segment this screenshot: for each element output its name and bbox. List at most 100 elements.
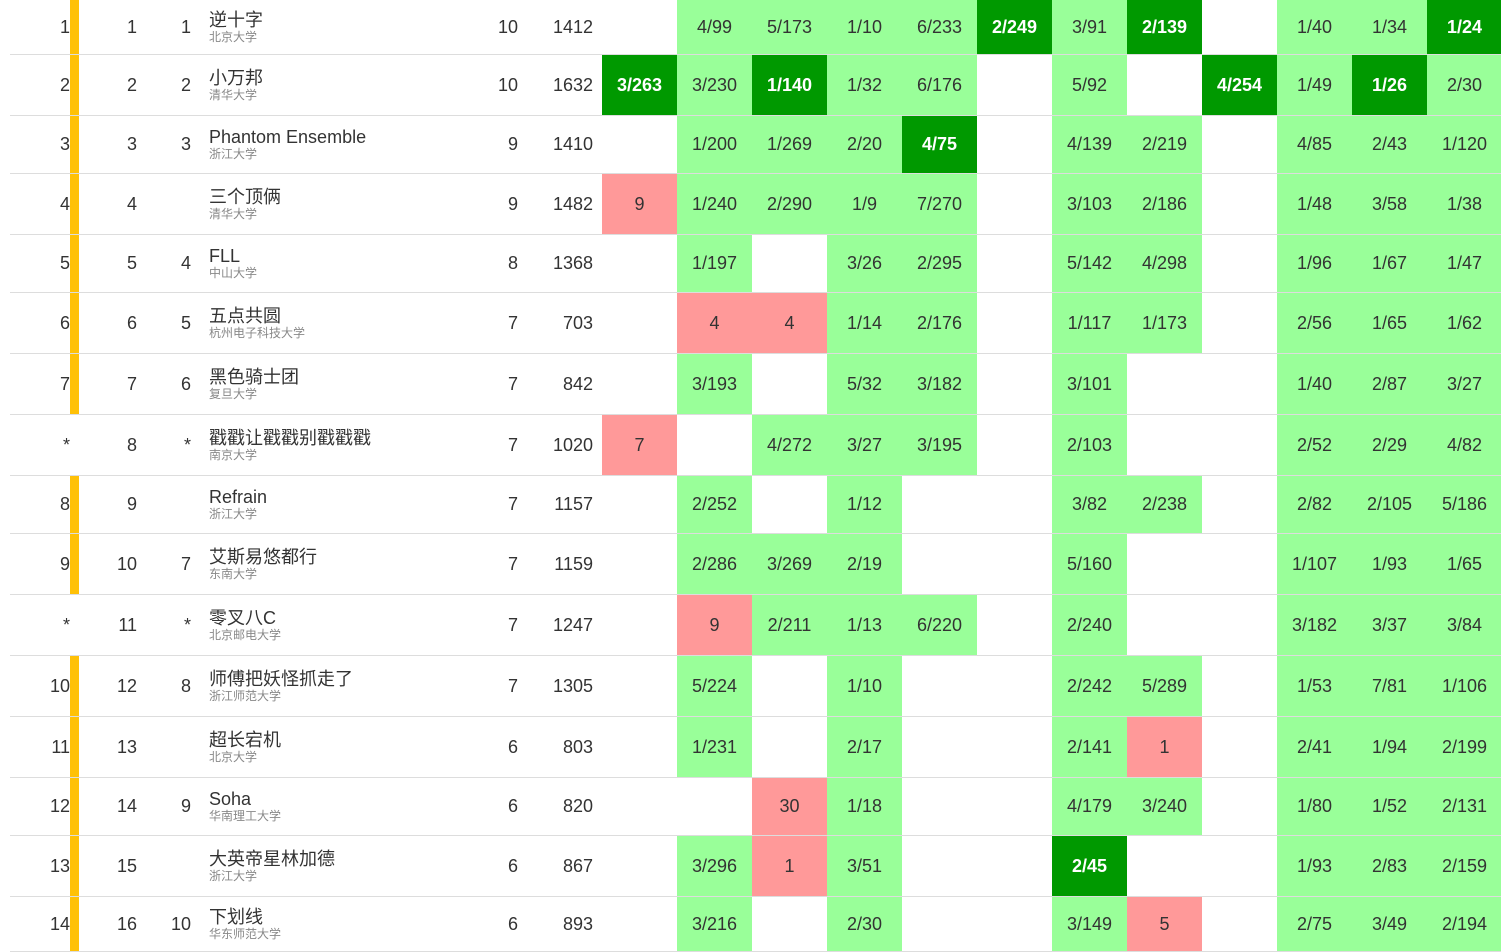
problem-cell[interactable]: 1/200 <box>677 116 752 173</box>
problem-cell[interactable]: 4 <box>677 293 752 353</box>
problem-cell[interactable] <box>1202 656 1277 716</box>
problem-cell[interactable]: 2/56 <box>1277 293 1352 353</box>
problem-cell[interactable] <box>1127 415 1202 475</box>
problem-cell[interactable]: 1/140 <box>752 55 827 115</box>
team-name[interactable]: 三个顶俩 <box>209 186 281 207</box>
problem-cell[interactable]: 3/26 <box>827 235 902 292</box>
problem-cell[interactable] <box>977 235 1052 292</box>
problem-cell[interactable] <box>602 778 677 835</box>
problem-cell[interactable] <box>977 897 1052 951</box>
problem-cell[interactable] <box>1202 116 1277 173</box>
problem-cell[interactable]: 2/211 <box>752 595 827 655</box>
problem-cell[interactable]: 1/65 <box>1352 293 1427 353</box>
problem-cell[interactable]: 1/14 <box>827 293 902 353</box>
problem-cell[interactable] <box>1202 235 1277 292</box>
problem-cell[interactable]: 2/252 <box>677 476 752 533</box>
problem-cell[interactable]: 3/182 <box>1277 595 1352 655</box>
problem-cell[interactable]: 7 <box>602 415 677 475</box>
problem-cell[interactable]: 2/159 <box>1427 836 1501 896</box>
problem-cell[interactable] <box>977 595 1052 655</box>
problem-cell[interactable]: 1/48 <box>1277 174 1352 234</box>
problem-cell[interactable]: 1/38 <box>1427 174 1501 234</box>
problem-cell[interactable]: 3/58 <box>1352 174 1427 234</box>
problem-cell[interactable]: 3/27 <box>1427 354 1501 414</box>
problem-cell[interactable]: 2/238 <box>1127 476 1202 533</box>
problem-cell[interactable] <box>1202 174 1277 234</box>
team-cell[interactable]: Phantom Ensemble 浙江大学 <box>209 116 489 173</box>
problem-cell[interactable]: 2/199 <box>1427 717 1501 777</box>
problem-cell[interactable]: 30 <box>752 778 827 835</box>
problem-cell[interactable] <box>977 778 1052 835</box>
team-cell[interactable]: 三个顶俩 清华大学 <box>209 174 489 234</box>
problem-cell[interactable] <box>977 656 1052 716</box>
problem-cell[interactable]: 2/103 <box>1052 415 1127 475</box>
problem-cell[interactable]: 1/269 <box>752 116 827 173</box>
problem-cell[interactable]: 1/65 <box>1427 534 1501 594</box>
problem-cell[interactable]: 1/52 <box>1352 778 1427 835</box>
problem-cell[interactable]: 1/32 <box>827 55 902 115</box>
problem-cell[interactable]: 1/26 <box>1352 55 1427 115</box>
problem-cell[interactable]: 2/19 <box>827 534 902 594</box>
problem-cell[interactable]: 2/30 <box>827 897 902 951</box>
problem-cell[interactable]: 1/62 <box>1427 293 1501 353</box>
problem-cell[interactable]: 4/139 <box>1052 116 1127 173</box>
problem-cell[interactable]: 3/51 <box>827 836 902 896</box>
problem-cell[interactable]: 3/269 <box>752 534 827 594</box>
problem-cell[interactable]: 3/84 <box>1427 595 1501 655</box>
team-cell[interactable]: Refrain 浙江大学 <box>209 476 489 533</box>
problem-cell[interactable]: 1/107 <box>1277 534 1352 594</box>
problem-cell[interactable]: 1/9 <box>827 174 902 234</box>
problem-cell[interactable]: 2/141 <box>1052 717 1127 777</box>
problem-cell[interactable] <box>1202 595 1277 655</box>
problem-cell[interactable]: 5/160 <box>1052 534 1127 594</box>
problem-cell[interactable]: 1/106 <box>1427 656 1501 716</box>
team-name[interactable]: 艾斯易悠都行 <box>209 546 317 567</box>
team-cell[interactable]: 大英帝星林加德 浙江大学 <box>209 836 489 896</box>
problem-cell[interactable] <box>1202 415 1277 475</box>
team-cell[interactable]: 戳戳让戳戳别戳戳戳 南京大学 <box>209 415 489 475</box>
problem-cell[interactable]: 3/103 <box>1052 174 1127 234</box>
problem-cell[interactable]: 1/173 <box>1127 293 1202 353</box>
problem-cell[interactable] <box>1202 836 1277 896</box>
problem-cell[interactable] <box>1202 897 1277 951</box>
team-cell[interactable]: 逆十字 北京大学 <box>209 0 489 54</box>
problem-cell[interactable] <box>602 354 677 414</box>
problem-cell[interactable] <box>1202 534 1277 594</box>
problem-cell[interactable] <box>602 595 677 655</box>
problem-cell[interactable]: 2/29 <box>1352 415 1427 475</box>
team-name[interactable]: 师傅把妖怪抓走了 <box>209 668 353 689</box>
problem-cell[interactable]: 2/52 <box>1277 415 1352 475</box>
problem-cell[interactable] <box>902 897 977 951</box>
team-cell[interactable]: 下划线 华东师范大学 <box>209 897 489 951</box>
problem-cell[interactable]: 3/101 <box>1052 354 1127 414</box>
problem-cell[interactable] <box>1127 595 1202 655</box>
team-name[interactable]: 戳戳让戳戳别戳戳戳 <box>209 427 371 448</box>
problem-cell[interactable]: 3/263 <box>602 55 677 115</box>
problem-cell[interactable]: 2/131 <box>1427 778 1501 835</box>
problem-cell[interactable]: 1/40 <box>1277 0 1352 54</box>
problem-cell[interactable]: 2/295 <box>902 235 977 292</box>
team-name[interactable]: 超长宕机 <box>209 729 281 750</box>
problem-cell[interactable]: 6/233 <box>902 0 977 54</box>
problem-cell[interactable]: 7/81 <box>1352 656 1427 716</box>
problem-cell[interactable] <box>977 836 1052 896</box>
problem-cell[interactable] <box>602 656 677 716</box>
team-name[interactable]: 大英帝星林加德 <box>209 848 335 869</box>
team-name[interactable]: Soha <box>209 789 252 809</box>
problem-cell[interactable]: 1/231 <box>677 717 752 777</box>
problem-cell[interactable]: 1/96 <box>1277 235 1352 292</box>
problem-cell[interactable]: 2/87 <box>1352 354 1427 414</box>
problem-cell[interactable] <box>1202 354 1277 414</box>
team-cell[interactable]: 艾斯易悠都行 东南大学 <box>209 534 489 594</box>
team-cell[interactable]: 小万邦 清华大学 <box>209 55 489 115</box>
problem-cell[interactable]: 1 <box>1127 717 1202 777</box>
problem-cell[interactable] <box>902 836 977 896</box>
problem-cell[interactable]: 1/120 <box>1427 116 1501 173</box>
team-cell[interactable]: 五点共圆 杭州电子科技大学 <box>209 293 489 353</box>
problem-cell[interactable]: 4/298 <box>1127 235 1202 292</box>
problem-cell[interactable]: 5/32 <box>827 354 902 414</box>
problem-cell[interactable] <box>602 534 677 594</box>
problem-cell[interactable]: 6/220 <box>902 595 977 655</box>
team-name[interactable]: Phantom Ensemble <box>209 127 367 147</box>
problem-cell[interactable] <box>752 476 827 533</box>
